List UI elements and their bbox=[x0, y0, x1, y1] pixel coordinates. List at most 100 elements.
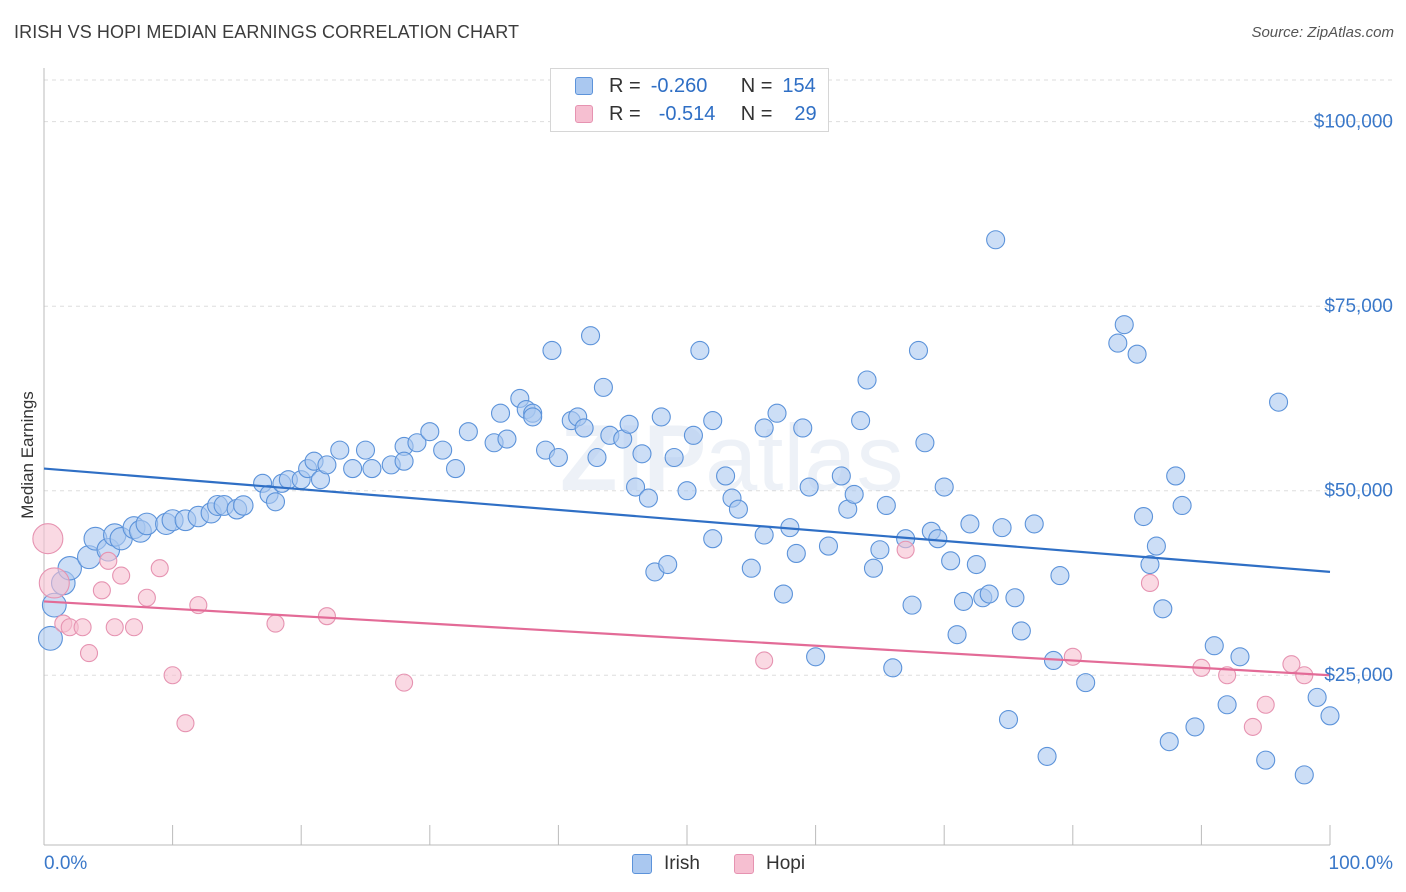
axes bbox=[43, 68, 1331, 846]
irish-point bbox=[876, 495, 896, 516]
irish-point bbox=[394, 451, 414, 471]
irish-point bbox=[1172, 495, 1192, 516]
irish-point bbox=[1159, 732, 1179, 752]
hopi-point bbox=[755, 651, 774, 670]
irish-point bbox=[690, 340, 710, 361]
irish-point bbox=[857, 370, 877, 390]
y-axis-label: Median Earnings bbox=[18, 391, 37, 519]
legend-n-label: N = bbox=[740, 102, 773, 125]
legend-r-label: R = bbox=[609, 74, 641, 97]
hopi-point bbox=[317, 607, 336, 626]
hopi-point bbox=[1218, 666, 1237, 685]
hopi-point bbox=[73, 618, 92, 637]
bottom-legend-label-hopi: Hopi bbox=[766, 853, 806, 874]
irish-point bbox=[863, 558, 884, 578]
irish-point bbox=[458, 422, 478, 442]
legend-n-value-hopi: 29 bbox=[794, 102, 817, 125]
irish-point bbox=[1153, 599, 1173, 619]
irish-point bbox=[844, 484, 864, 504]
irish-point bbox=[883, 658, 903, 678]
hopi-point bbox=[105, 618, 124, 637]
irish-point bbox=[1050, 566, 1070, 586]
hopi-point bbox=[1295, 666, 1314, 685]
hopi-point bbox=[92, 581, 111, 600]
irish-point bbox=[1217, 695, 1237, 715]
irish-point bbox=[626, 477, 646, 497]
irish-point bbox=[580, 326, 601, 346]
irish-point bbox=[362, 459, 382, 479]
hopi-point bbox=[124, 618, 144, 637]
legend-n-value-irish: 154 bbox=[782, 74, 816, 97]
irish-point bbox=[915, 433, 935, 453]
source-credit: Source: ZipAtlas.com bbox=[1251, 24, 1394, 41]
y-tick-label: $50,000 bbox=[1324, 481, 1393, 502]
hopi-point bbox=[38, 567, 70, 599]
trend-lines bbox=[43, 467, 1331, 677]
legend-r-label: R = bbox=[609, 102, 641, 125]
legend-r-value-hopi: -0.514 bbox=[658, 102, 716, 125]
irish-point bbox=[992, 518, 1012, 538]
irish-point bbox=[658, 554, 678, 575]
irish-point bbox=[908, 340, 929, 361]
irish-point bbox=[1166, 466, 1186, 486]
irish-point bbox=[632, 444, 652, 464]
irish-point bbox=[979, 584, 999, 604]
irish-point bbox=[960, 514, 980, 534]
hopi-point bbox=[395, 673, 414, 692]
irish-point bbox=[1114, 315, 1134, 335]
irish-point bbox=[1230, 647, 1250, 667]
y-tick-label: $25,000 bbox=[1324, 665, 1393, 686]
irish-point bbox=[870, 540, 890, 560]
x-tick-label-min: 0.0% bbox=[44, 853, 87, 874]
irish-point bbox=[966, 554, 986, 575]
irish-point bbox=[542, 340, 562, 361]
irish-point bbox=[1204, 636, 1224, 656]
irish-point bbox=[343, 459, 363, 479]
irish-point bbox=[619, 414, 639, 434]
irish-point bbox=[433, 440, 453, 460]
irish-point bbox=[37, 625, 63, 651]
irish-point bbox=[317, 455, 337, 475]
irish-point bbox=[947, 625, 967, 645]
irish-point bbox=[953, 591, 974, 611]
irish-point bbox=[902, 595, 922, 615]
hopi-point bbox=[1256, 695, 1275, 714]
tick-labels: $25,000 $50,000 $75,000 $100,000 0.0% 100.0% bbox=[44, 112, 1393, 874]
irish-point bbox=[1185, 717, 1205, 737]
bottom-legend-irish: Irish bbox=[632, 851, 700, 877]
bottom-legend-hopi: Hopi bbox=[734, 851, 805, 877]
irish-point bbox=[773, 584, 794, 604]
irish-point bbox=[703, 411, 723, 431]
irish-point bbox=[490, 403, 511, 423]
irish-point bbox=[420, 422, 440, 442]
irish-point bbox=[793, 418, 813, 438]
chart-title: IRISH VS HOPI MEDIAN EARNINGS CORRELATIO… bbox=[14, 22, 520, 42]
hopi-point bbox=[1243, 717, 1262, 736]
irish-point bbox=[934, 477, 954, 497]
irish-point bbox=[651, 407, 671, 427]
hopi-point bbox=[163, 666, 182, 685]
hopi-point bbox=[1063, 647, 1082, 666]
bottom-legend-label-irish: Irish bbox=[664, 853, 700, 874]
hopi-point bbox=[99, 551, 118, 570]
legend-n-label: N = bbox=[740, 74, 773, 97]
irish-point bbox=[851, 411, 871, 431]
irish-point bbox=[1133, 506, 1154, 527]
irish-point bbox=[445, 459, 466, 479]
irish-point bbox=[523, 407, 543, 427]
irish-point bbox=[806, 647, 826, 667]
correlation-legend: R = -0.260 N = 154 R = -0.514 N = 29 bbox=[550, 68, 829, 132]
irish-point bbox=[1076, 673, 1096, 693]
irish-point bbox=[1108, 333, 1128, 353]
hopi-point bbox=[112, 566, 131, 585]
irish-point bbox=[683, 425, 703, 445]
irish-point bbox=[593, 377, 613, 397]
irish-point bbox=[1256, 750, 1276, 770]
irish-point bbox=[998, 709, 1019, 730]
irish-point bbox=[767, 403, 787, 423]
irish-point bbox=[1005, 588, 1025, 608]
irish-point bbox=[1140, 554, 1160, 575]
irish-point bbox=[574, 418, 594, 438]
hopi-point bbox=[176, 714, 195, 733]
